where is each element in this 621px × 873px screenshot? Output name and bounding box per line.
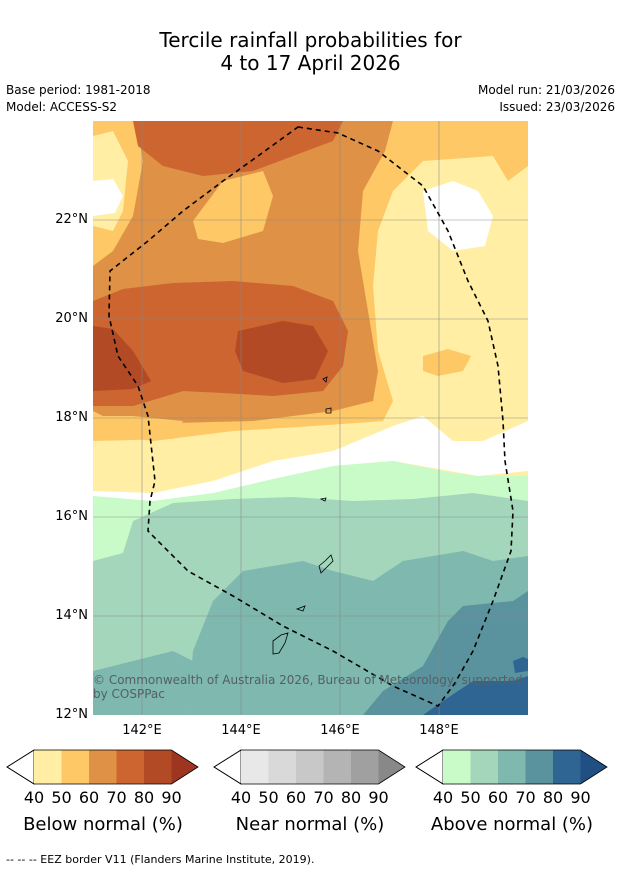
model-label: Model: ACCESS-S2 (6, 100, 118, 114)
island-outlines (272, 376, 334, 655)
cbar-below-70 (116, 750, 144, 784)
region-near-normal-band (93, 416, 528, 501)
cbar-below-tick-60: 60 (78, 788, 100, 807)
cbar-above-40 (443, 750, 471, 784)
cbar-below-tick-50: 50 (51, 788, 72, 807)
copyright-notice: © Commonwealth of Australia 2026, Bureau… (93, 673, 523, 701)
cbar-near-tick-90: 90 (368, 788, 389, 807)
colorbar-near-normal (213, 749, 406, 785)
cbar-above-tick-80: 80 (542, 788, 564, 807)
cbar-above-70 (525, 750, 553, 784)
cbar-below-tick-90: 90 (161, 788, 182, 807)
rainfall-probability-map (93, 121, 528, 715)
cbar-near-tick-50: 50 (258, 788, 279, 807)
cbar-above-tick-70: 70 (515, 788, 536, 807)
region-above-90-dot (513, 657, 528, 673)
cbar-below-tick-80: 80 (133, 788, 155, 807)
lat-tick-18: 18°N (55, 410, 88, 425)
cbar-below-60 (89, 750, 117, 784)
lon-tick-148: 148°E (419, 723, 459, 738)
model-run-label: Model run: 21/03/2026 (477, 83, 615, 97)
cbar-above-tick-50: 50 (460, 788, 481, 807)
region-below-50-right (423, 349, 471, 376)
eez-footnote: -- -- -- EEZ border V11 (Flanders Marine… (6, 853, 315, 866)
region-below-70-top (133, 121, 343, 176)
cbar-near-tick-80: 80 (340, 788, 362, 807)
base-period-label: Base period: 1981-2018 (6, 83, 151, 97)
lon-tick-142: 142°E (122, 723, 162, 738)
region-above-80 (423, 676, 528, 715)
cbar-above-80 (553, 750, 581, 784)
map-svg (93, 121, 528, 715)
cbar-near-tick-60: 60 (285, 788, 307, 807)
cbar-near-tick-70: 70 (313, 788, 334, 807)
issued-label: Issued: 23/03/2026 (499, 100, 615, 114)
cbar-below-tick-40: 40 (23, 788, 45, 807)
cbar-near-50 (268, 750, 296, 784)
cbar-above-50 (470, 750, 498, 784)
lon-tick-146: 146°E (320, 723, 360, 738)
cbar-below-80 (144, 750, 172, 784)
colorbars-svg (6, 749, 608, 785)
cbar-near-80 (351, 750, 379, 784)
cbar-near-title: Near normal (%) (235, 814, 385, 835)
colorbar-above-normal (415, 749, 608, 785)
cbar-below-40 (34, 750, 62, 784)
region-white-top-left (93, 179, 123, 216)
lat-tick-16: 16°N (55, 509, 88, 524)
cbar-below-50 (61, 750, 89, 784)
cbar-near-60 (296, 750, 324, 784)
region-above-60-left (93, 651, 193, 715)
lat-tick-14: 14°N (55, 608, 88, 623)
map-gridlines (93, 121, 528, 715)
cbar-below-tick-70: 70 (106, 788, 127, 807)
lat-tick-20: 20°N (55, 311, 88, 326)
region-below-80-right (235, 321, 328, 383)
region-white-top-right (423, 181, 493, 251)
lat-tick-12: 12°N (55, 707, 88, 722)
cbar-above-tick-60: 60 (487, 788, 509, 807)
cbar-above-tick-40: 40 (432, 788, 454, 807)
region-below-50-inner (193, 171, 273, 243)
cbar-above-title: Above normal (%) (430, 814, 594, 835)
cbar-above-60 (498, 750, 526, 784)
region-below-80-left (93, 326, 151, 391)
map-title-line-2: 4 to 17 April 2026 (220, 51, 401, 75)
cbar-below-title: Below normal (%) (23, 814, 183, 835)
lon-tick-144: 144°E (221, 723, 261, 738)
map-title-line-1: Tercile rainfall probabilities for (159, 28, 462, 52)
cbar-near-tick-40: 40 (230, 788, 252, 807)
cbar-near-40 (241, 750, 269, 784)
region-below-50-lower (93, 416, 183, 441)
cbar-near-70 (323, 750, 351, 784)
colorbar-below-normal (6, 749, 199, 785)
cbar-above-tick-90: 90 (570, 788, 591, 807)
lat-tick-22: 22°N (55, 212, 88, 227)
